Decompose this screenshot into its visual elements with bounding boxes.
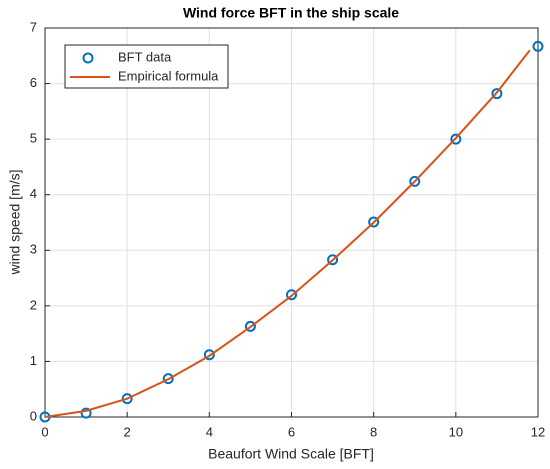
data-point	[203, 349, 215, 361]
y-tick-label: 2	[30, 297, 37, 312]
chart-title: Wind force BFT in the ship scale	[183, 5, 399, 21]
data-point	[409, 175, 421, 187]
data-point	[491, 88, 503, 100]
legend-box	[64, 44, 229, 89]
data-point	[286, 289, 297, 301]
x-tick-label: 10	[449, 424, 463, 439]
legend-swatch	[82, 52, 94, 64]
data-point	[80, 407, 92, 419]
y-tick-label: 5	[30, 131, 37, 146]
x-tick-label: 0	[41, 424, 48, 439]
y-tick-label: 7	[30, 19, 37, 34]
x-tick-label: 2	[124, 424, 131, 439]
data-point	[368, 216, 380, 228]
y-tick-label: 0	[30, 408, 37, 423]
x-tick-label: 12	[531, 424, 545, 439]
data-point	[162, 373, 174, 385]
legend-label: Empirical formula	[118, 68, 219, 83]
legend-label: BFT data	[118, 49, 172, 64]
x-tick-label: 8	[370, 424, 377, 439]
legend: BFT data Empirical formula	[64, 44, 229, 89]
y-tick-label: 1	[30, 353, 37, 368]
y-tick-label: 3	[30, 242, 37, 257]
x-tick-label: 6	[288, 424, 295, 439]
y-tick-label: 6	[30, 75, 37, 90]
data-point	[450, 133, 462, 145]
series-line	[44, 49, 531, 418]
x-tick-label: 4	[206, 424, 213, 439]
data-point	[327, 254, 339, 266]
data-point	[244, 320, 256, 332]
data-point	[121, 393, 133, 405]
y-tick-label: 4	[30, 186, 37, 201]
x-axis-label: Beaufort Wind Scale [BFT]	[208, 446, 374, 462]
y-axis-label: wind speed [m/s]	[7, 169, 23, 275]
data-point	[532, 40, 544, 52]
axes-box	[44, 27, 539, 418]
